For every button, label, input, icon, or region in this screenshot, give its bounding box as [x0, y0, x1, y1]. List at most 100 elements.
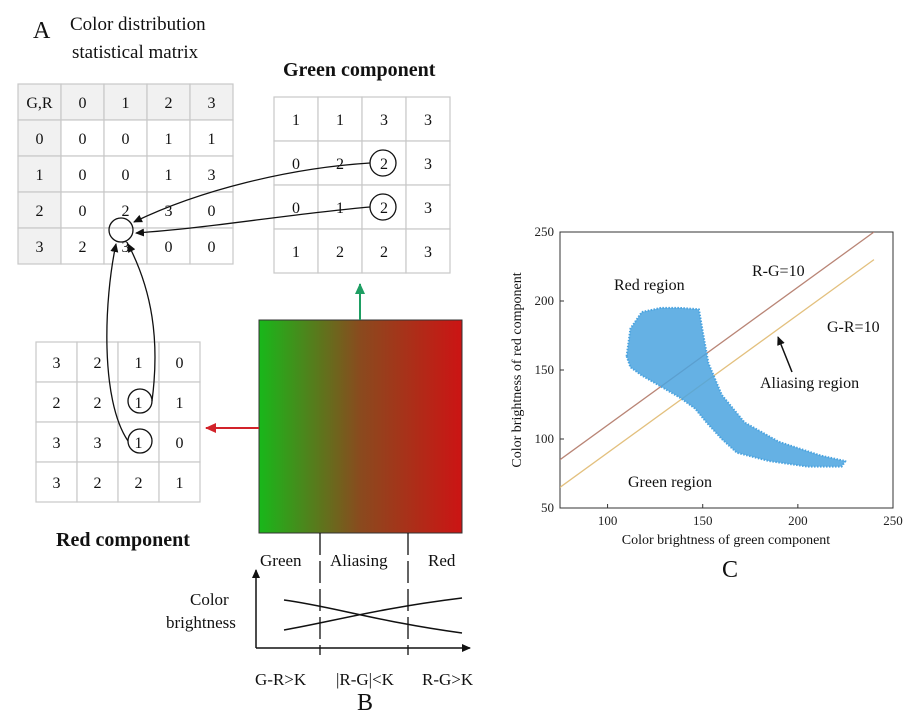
matrix-cell-value: 2 [79, 239, 87, 256]
y-tick-label: 150 [535, 362, 555, 377]
matrix-cell [17, 83, 62, 121]
x-axis-label: Color brightness of green component [622, 533, 831, 548]
matrix-cell [17, 191, 62, 229]
matrix-title-line2: statistical matrix [72, 42, 199, 63]
plot-frame [559, 231, 894, 509]
red-component-cell-value: 2 [53, 395, 61, 412]
red-component-cell-value: 1 [176, 395, 184, 412]
y-tick-label: 50 [541, 500, 554, 515]
green-component-cell [361, 96, 407, 142]
matrix-cell-value: 1 [36, 167, 44, 184]
matrix-cell-value: 0 [79, 203, 87, 220]
x-label-g-r: G-R>K [255, 670, 307, 689]
red-component-title: Red component [56, 529, 190, 551]
arrow-green-to-matrix-2 [135, 206, 371, 237]
green-component-cell-value: 3 [424, 200, 432, 217]
matrix-cell [60, 191, 105, 229]
arrow-red-to-matrix-1 [106, 243, 129, 442]
matrix-cell-value: 0 [122, 167, 130, 184]
green-component-cell [361, 228, 407, 274]
x-tick-label: 250 [883, 513, 903, 528]
matrix-cell-value: 0 [79, 131, 87, 148]
y-tick-label: 200 [535, 293, 555, 308]
annotation-g-r-10: G-R=10 [827, 319, 880, 336]
red-component-cell-value: 1 [135, 395, 143, 412]
matrix-cell-value: 3 [208, 95, 216, 112]
green-component-title: Green component [283, 59, 436, 81]
green-component-cell-value: 2 [380, 156, 388, 173]
red-component-cell-value: 3 [53, 355, 61, 372]
y-axis-label: Color brightness of red component [510, 272, 525, 467]
x-label-aliasing: |R-G|<K [336, 670, 395, 689]
panel-label-a: A [33, 18, 51, 44]
green-component-cell-value: 1 [292, 244, 300, 261]
matrix-cell-value: 1 [165, 131, 173, 148]
green-component-cell-value: 3 [380, 112, 388, 129]
matrix-cell-value: 1 [122, 95, 130, 112]
matrix-title-line1: Color distribution [70, 14, 206, 35]
green-component-cell [405, 184, 451, 230]
matrix-cell-value: 1 [208, 131, 216, 148]
matrix-cell [146, 155, 191, 193]
red-component-cell [117, 341, 160, 383]
matrix-cell [60, 83, 105, 121]
matrix-cell-value: 3 [122, 239, 130, 256]
green-component-matrix: 1 1 3 3 0 2 2 3 0 1 2 3 1 2 2 3 [273, 96, 451, 274]
red-component-cell-value: 2 [135, 475, 143, 492]
green-component-cell [405, 228, 451, 274]
matrix-cell [189, 191, 234, 229]
green-component-cell [317, 140, 363, 186]
green-component-cell-value: 0 [292, 156, 300, 173]
reference-line-2 [560, 259, 875, 488]
red-component-cell [35, 421, 78, 463]
matrix-cell-value: G,R [26, 95, 53, 112]
annotation-green-region: Green region [628, 474, 712, 491]
red-component-cell [76, 461, 119, 503]
green-component-cell [273, 140, 319, 186]
matrix-cell-value: 0 [79, 167, 87, 184]
matrix-cell [189, 119, 234, 157]
color-distribution-matrix: G,R 0 1 2 3 0 0 0 1 1 1 0 0 1 3 2 0 2 3 0 3 2 3 0 0 [17, 83, 234, 265]
panel-label-c: C [722, 557, 738, 583]
matrix-cell [17, 119, 62, 157]
x-tick-label: 200 [788, 513, 808, 528]
brightness-label-line1: Color [190, 590, 229, 609]
red-brightness-curve [283, 597, 463, 631]
matrix-cell-value: 2 [36, 203, 44, 220]
green-component-cell-value: 1 [336, 112, 344, 129]
aliasing-pointer-arrow [777, 336, 793, 373]
green-component-cell-value: 3 [424, 156, 432, 173]
matrix-cell-value: 3 [208, 167, 216, 184]
red-component-cell [117, 461, 160, 503]
gradient-label-aliasing: Aliasing [330, 551, 388, 570]
green-component-cell [317, 96, 363, 142]
gradient-label-green: Green [260, 551, 302, 570]
matrix-cell-value: 2 [165, 95, 173, 112]
green-component-cell-value: 1 [292, 112, 300, 129]
x-tick-label: 100 [598, 513, 618, 528]
red-component-cell-value: 2 [94, 475, 102, 492]
red-component-cell [35, 461, 78, 503]
matrix-cell-value: 0 [36, 131, 44, 148]
red-component-cell-value: 2 [94, 395, 102, 412]
matrix-cell [103, 119, 148, 157]
reference-line-1 [560, 232, 875, 461]
matrix-cell [189, 227, 234, 265]
brightness-label-line2: brightness [166, 613, 236, 632]
green-component-cell-value: 1 [336, 200, 344, 217]
red-component-cell [35, 381, 78, 423]
gradient-label-red: Red [428, 551, 456, 570]
matrix-cell [146, 227, 191, 265]
matrix-cell-value: 0 [79, 95, 87, 112]
matrix-cell [60, 155, 105, 193]
green-component-cell-value: 0 [292, 200, 300, 217]
red-component-cell-value: 3 [53, 435, 61, 452]
panel-label-b: B [357, 690, 373, 713]
matrix-cell [146, 191, 191, 229]
red-component-cell-value: 3 [53, 475, 61, 492]
red-component-cell-value: 2 [94, 355, 102, 372]
green-component-cell-value: 2 [380, 200, 388, 217]
matrix-cell-value: 1 [165, 167, 173, 184]
matrix-cell-value: 3 [36, 239, 44, 256]
matrix-cell-value: 3 [165, 203, 173, 220]
